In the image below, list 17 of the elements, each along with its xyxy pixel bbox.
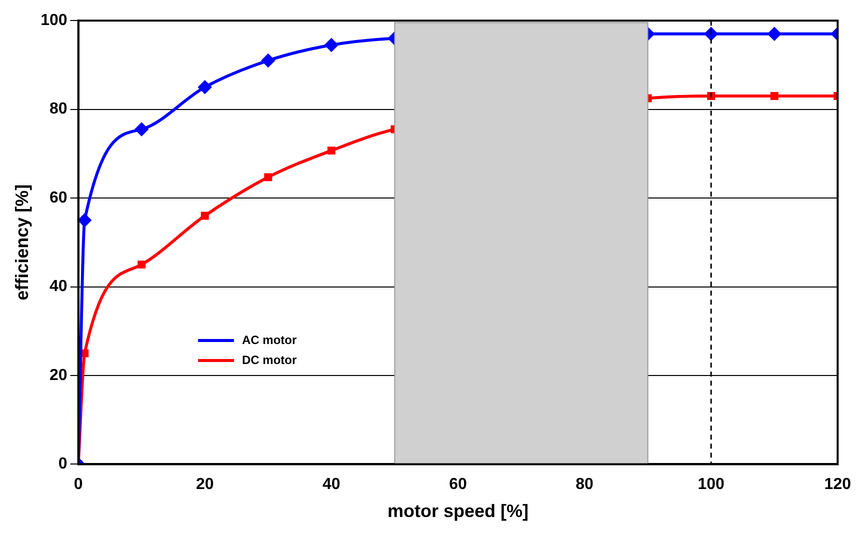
x-tick-label: 120 — [824, 476, 852, 494]
legend-label: DC motor — [242, 353, 297, 367]
y-tick-label: 60 — [50, 189, 68, 206]
x-axis-title: motor speed [%] — [387, 501, 528, 522]
y-tick-label: 20 — [50, 366, 68, 384]
x-tick-label: 80 — [576, 476, 594, 494]
y-axis-title: efficiency [%] — [12, 184, 32, 300]
x-tick-label: 60 — [449, 476, 467, 494]
legend-label: AC motor — [242, 333, 297, 347]
x-tick-label: 40 — [322, 476, 340, 494]
y-tick-label: 100 — [40, 12, 68, 30]
x-tick-label: 0 — [74, 476, 83, 494]
x-tick-label: 100 — [698, 476, 725, 494]
y-tick-label: 80 — [50, 100, 68, 118]
x-tick-label: 20 — [196, 476, 214, 494]
y-tick-label: 0 — [58, 456, 68, 473]
y-tick-label: 40 — [50, 278, 68, 296]
